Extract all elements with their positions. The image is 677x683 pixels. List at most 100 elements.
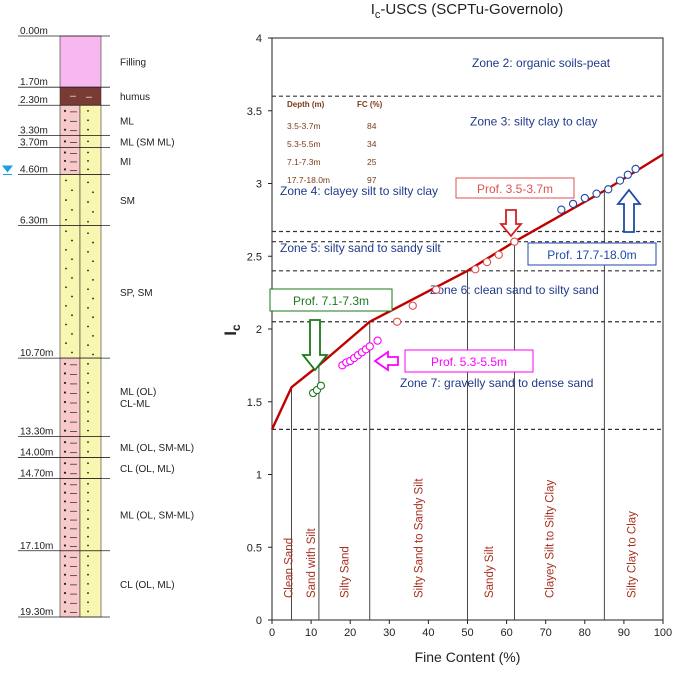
layer-label: MI (120, 157, 131, 168)
sand-dot (65, 304, 67, 307)
sand-dot (87, 391, 89, 394)
y-tick-label: 2 (256, 324, 262, 336)
silt-dot (63, 450, 67, 453)
depth-label: 19.30m (20, 607, 53, 618)
sand-dot (87, 181, 89, 184)
borehole-log: Filling humus ML ML (SM ML) MI SM SP, SM ML (OL… (2, 26, 194, 618)
callout-label: Prof. 17.7-18.0m (547, 248, 636, 262)
sand-dot (92, 191, 94, 194)
layer-label: ML (SM ML) (120, 137, 175, 148)
data-point (482, 257, 492, 267)
callout-label: Prof. 3.5-3.7m (477, 182, 553, 196)
y-tick-label: 1 (256, 470, 262, 482)
x-tick-label: 90 (618, 627, 630, 639)
layer-label: ML (OL, SM-ML) (120, 511, 194, 522)
depth-label: 2.30m (20, 95, 48, 106)
sand-dot (65, 199, 67, 201)
layer-6-right (79, 225, 102, 359)
x-tick-label: 30 (383, 627, 395, 639)
depth-label: 14.70m (20, 469, 53, 480)
silt-dot (63, 462, 67, 465)
layer-5-right (79, 174, 102, 226)
sand-dot (87, 450, 89, 453)
table-cell: 84 (367, 121, 377, 131)
sand-dot (87, 601, 89, 604)
silt-dot (63, 610, 67, 613)
silt-dot (63, 491, 67, 494)
sand-dot (71, 239, 73, 242)
sand-dot (87, 535, 89, 538)
layer-5-left (59, 174, 81, 226)
layer-2-right (79, 104, 102, 136)
zone-label: Zone 2: organic soils-peat (472, 56, 611, 70)
data-point (592, 189, 601, 198)
sand-dot (71, 189, 73, 192)
sand-dot (87, 420, 89, 423)
data-point (510, 237, 519, 246)
callout-box (527, 242, 657, 266)
silt-dot (63, 429, 67, 432)
sand-dot (92, 316, 94, 319)
sand-dot (87, 160, 89, 162)
sand-dot (87, 491, 89, 494)
layer-7-right (79, 357, 102, 437)
sand-dot (87, 269, 89, 272)
sand-dot (87, 168, 89, 171)
sand-dot (65, 267, 67, 270)
sand-dot (71, 351, 73, 354)
callout-box (404, 349, 534, 373)
y-axis-label: Ic (221, 324, 243, 336)
table-cell: 7.1-7.3m (287, 157, 321, 167)
uscs-label: Silty Sand (339, 546, 351, 598)
layer-label: humus (120, 92, 150, 103)
sand-dot (71, 258, 73, 261)
sand-dot (65, 218, 67, 221)
callout-box (269, 288, 393, 312)
depth-label: 3.70m (20, 137, 48, 148)
x-tick-label: 0 (269, 627, 275, 639)
data-point (471, 265, 480, 274)
sand-dot (87, 462, 89, 465)
data-point (631, 164, 640, 174)
layer-label: CL (OL, ML) (120, 464, 175, 475)
depth-label: 4.60m (20, 164, 48, 175)
sand-dot (87, 372, 89, 375)
y-tick-label: 3.5 (247, 106, 262, 118)
layer-label: Filling (120, 58, 146, 69)
sand-dot (92, 260, 94, 263)
depth-label: 0.00m (20, 26, 48, 37)
x-tick-label: 20 (344, 627, 356, 639)
zone-label: Zone 6: clean sand to silty sand (430, 283, 599, 297)
sand-dot (92, 334, 94, 337)
sand-dot (92, 278, 94, 281)
sand-dot (87, 140, 89, 143)
sand-dot (71, 209, 73, 211)
layer-8-left (59, 436, 81, 458)
data-point (623, 170, 632, 179)
silt-dot (63, 151, 67, 154)
silt-dot (63, 582, 67, 585)
layer-10-right (79, 478, 102, 552)
callout-label: Prof. 7.1-7.3m (293, 294, 369, 308)
sand-dot (87, 362, 89, 365)
table-cell: 17.7-18.0m (287, 175, 330, 185)
ic-uscs-chart: Ic-USCS (SCPTu-Governolo)0 10 20 30 40 50 60 70… (221, 1, 672, 665)
sand-dot (87, 564, 89, 567)
y-tick-label: 2.5 (247, 251, 262, 263)
x-tick-label: 40 (422, 627, 434, 639)
x-tick-label: 100 (654, 627, 672, 639)
layer-label: ML (120, 116, 134, 127)
silt-dot (63, 482, 67, 485)
data-point (373, 336, 382, 345)
uscs-label: Clayey Silt to Silty Clay (545, 480, 557, 598)
sand-dot (87, 119, 89, 122)
table-cell: 34 (367, 139, 377, 149)
x-tick-label: 80 (579, 627, 591, 639)
x-axis-label: Fine Content (%) (415, 649, 521, 665)
depth-label: 6.30m (20, 216, 48, 227)
layer-6-left (59, 225, 81, 359)
layer-11-left (59, 550, 81, 618)
sand-dot (87, 109, 89, 112)
chart-title: Ic-USCS (SCPTu-Governolo) (371, 1, 564, 21)
